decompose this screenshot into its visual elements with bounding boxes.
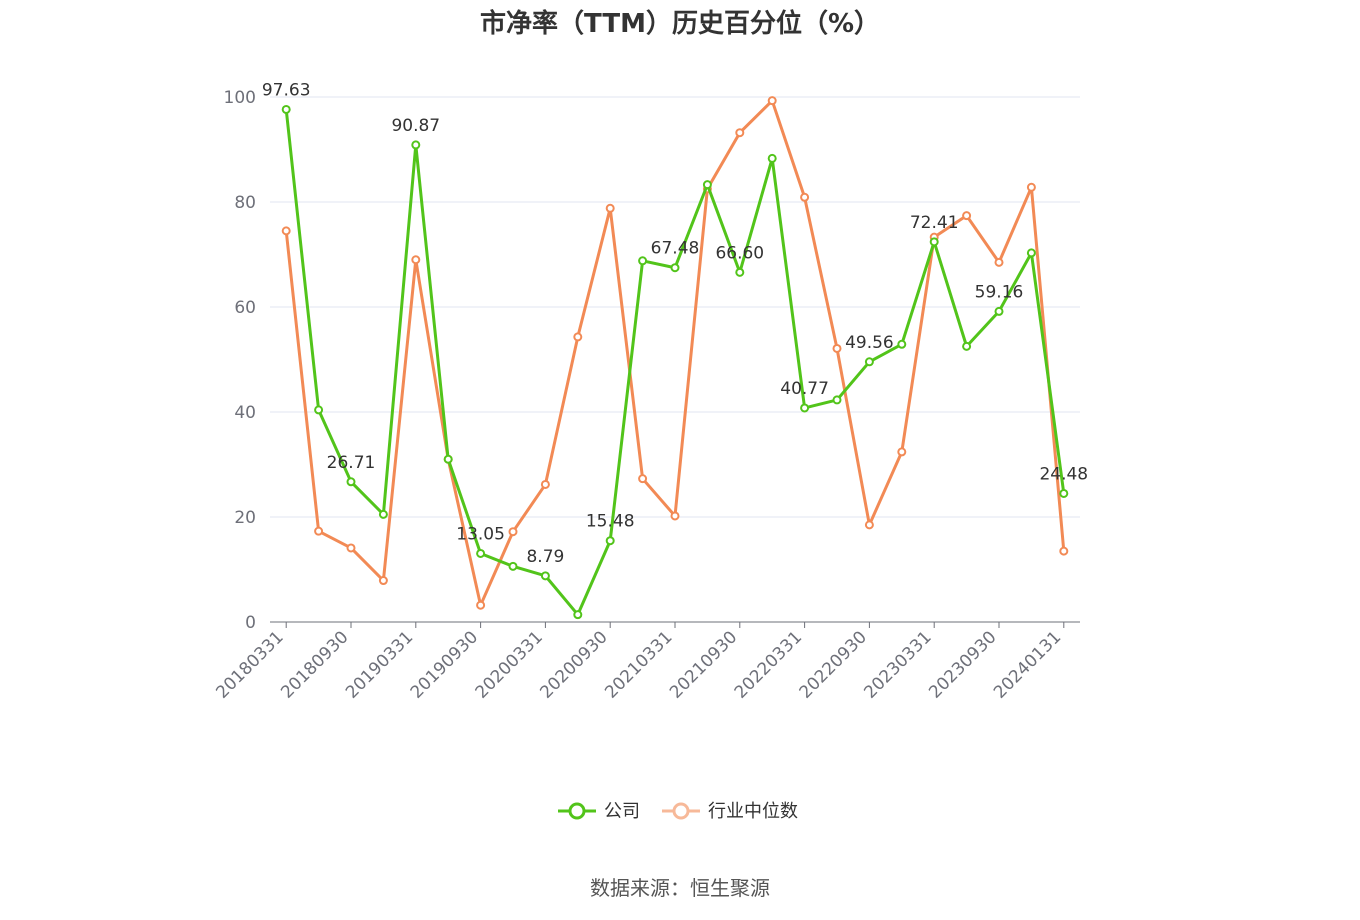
legend-marker	[568, 802, 586, 820]
series-layer	[281, 96, 1069, 620]
data-point	[962, 341, 972, 351]
data-point	[767, 153, 777, 163]
data-point	[281, 104, 291, 114]
x-axis: 2018033120180930201903312019093020200331…	[212, 621, 1080, 703]
legend-marker	[672, 802, 690, 820]
data-point	[832, 395, 842, 405]
data-point	[767, 96, 777, 106]
legend-item-industry-median[interactable]: 行业中位数	[662, 801, 798, 822]
data-point	[638, 256, 648, 266]
data-source: 数据来源：恒生聚源	[590, 876, 770, 900]
data-point	[929, 237, 939, 247]
data-point	[605, 536, 615, 546]
x-tick-label: 20240131	[990, 627, 1065, 702]
y-tick-label: 100	[224, 88, 256, 108]
data-point	[346, 543, 356, 553]
x-tick-label: 20210930	[666, 627, 741, 702]
data-point	[1026, 248, 1036, 258]
data-label: 15.48	[586, 512, 635, 532]
data-point	[1026, 182, 1036, 192]
y-tick-label: 0	[245, 613, 256, 633]
y-axis: 0 20 40 60 80 100	[224, 88, 256, 633]
y-tick-label: 40	[234, 403, 256, 423]
data-point	[573, 332, 583, 342]
chart-title: 市净率（TTM）历史百分位（%）	[480, 8, 880, 39]
grid	[270, 96, 1080, 518]
data-point	[864, 520, 874, 530]
legend-label: 公司	[604, 801, 640, 822]
series-line	[284, 109, 1066, 617]
data-point	[281, 226, 291, 236]
x-tick-label: 20180930	[277, 627, 352, 702]
x-tick-label: 20200331	[472, 627, 547, 702]
data-point	[508, 527, 518, 537]
data-label: 90.87	[391, 116, 440, 136]
data-point	[443, 454, 453, 464]
data-point	[897, 339, 907, 349]
data-point	[800, 403, 810, 413]
data-point	[735, 267, 745, 277]
data-label: 24.48	[1039, 464, 1088, 484]
data-point	[638, 474, 648, 484]
data-point	[864, 357, 874, 367]
series-line	[284, 99, 1066, 607]
data-point	[832, 343, 842, 353]
data-point	[994, 257, 1004, 267]
data-point	[670, 511, 680, 521]
x-tick-label: 20230930	[925, 627, 1000, 702]
data-label: 40.77	[780, 379, 829, 399]
data-label: 26.71	[327, 453, 376, 473]
data-point	[897, 447, 907, 457]
x-tick-label: 20220331	[731, 627, 806, 702]
legend-label: 行业中位数	[708, 801, 798, 822]
data-point	[314, 526, 324, 536]
data-point	[508, 561, 518, 571]
data-point	[962, 211, 972, 221]
x-tick-label: 20210331	[601, 627, 676, 702]
data-label: 72.41	[910, 213, 959, 233]
data-point	[540, 571, 550, 581]
x-tick-label: 20190331	[342, 627, 417, 702]
data-point	[476, 548, 486, 558]
x-tick-label: 20190930	[407, 627, 482, 702]
x-tick-label: 20180331	[212, 627, 287, 702]
series-industry-median	[281, 96, 1069, 610]
data-labels: 97.63 26.71 90.87 13.05 8.79 15.48 67.48 66.60 4…	[262, 80, 1088, 566]
data-point	[411, 255, 421, 265]
data-point	[735, 128, 745, 138]
y-tick-label: 80	[234, 193, 256, 213]
data-point	[378, 576, 388, 586]
x-tick-label: 20230331	[860, 627, 935, 702]
data-label: 67.48	[651, 239, 700, 259]
data-point	[346, 477, 356, 487]
data-point	[540, 479, 550, 489]
data-point	[670, 263, 680, 273]
data-point	[994, 306, 1004, 316]
data-point	[1059, 488, 1069, 498]
data-label: 13.05	[456, 524, 505, 544]
data-point	[378, 509, 388, 519]
data-point	[573, 610, 583, 620]
data-label: 97.63	[262, 80, 311, 100]
data-label: 59.16	[975, 282, 1024, 302]
data-point	[605, 203, 615, 213]
x-tick-label: 20200930	[536, 627, 611, 702]
legend-item-company[interactable]: 公司	[558, 801, 640, 822]
y-tick-label: 60	[234, 298, 256, 318]
x-tick-label: 20220930	[796, 627, 871, 702]
data-point	[702, 180, 712, 190]
y-tick-label: 20	[234, 508, 256, 528]
series-company	[281, 104, 1069, 620]
data-point	[411, 140, 421, 150]
data-label: 49.56	[845, 333, 894, 353]
data-point	[476, 600, 486, 610]
data-point	[1059, 546, 1069, 556]
data-label: 66.60	[715, 243, 764, 263]
legend[interactable]: 公司 行业中位数	[558, 801, 798, 822]
data-label: 8.79	[526, 547, 564, 567]
data-point	[314, 405, 324, 415]
data-point	[800, 192, 810, 202]
